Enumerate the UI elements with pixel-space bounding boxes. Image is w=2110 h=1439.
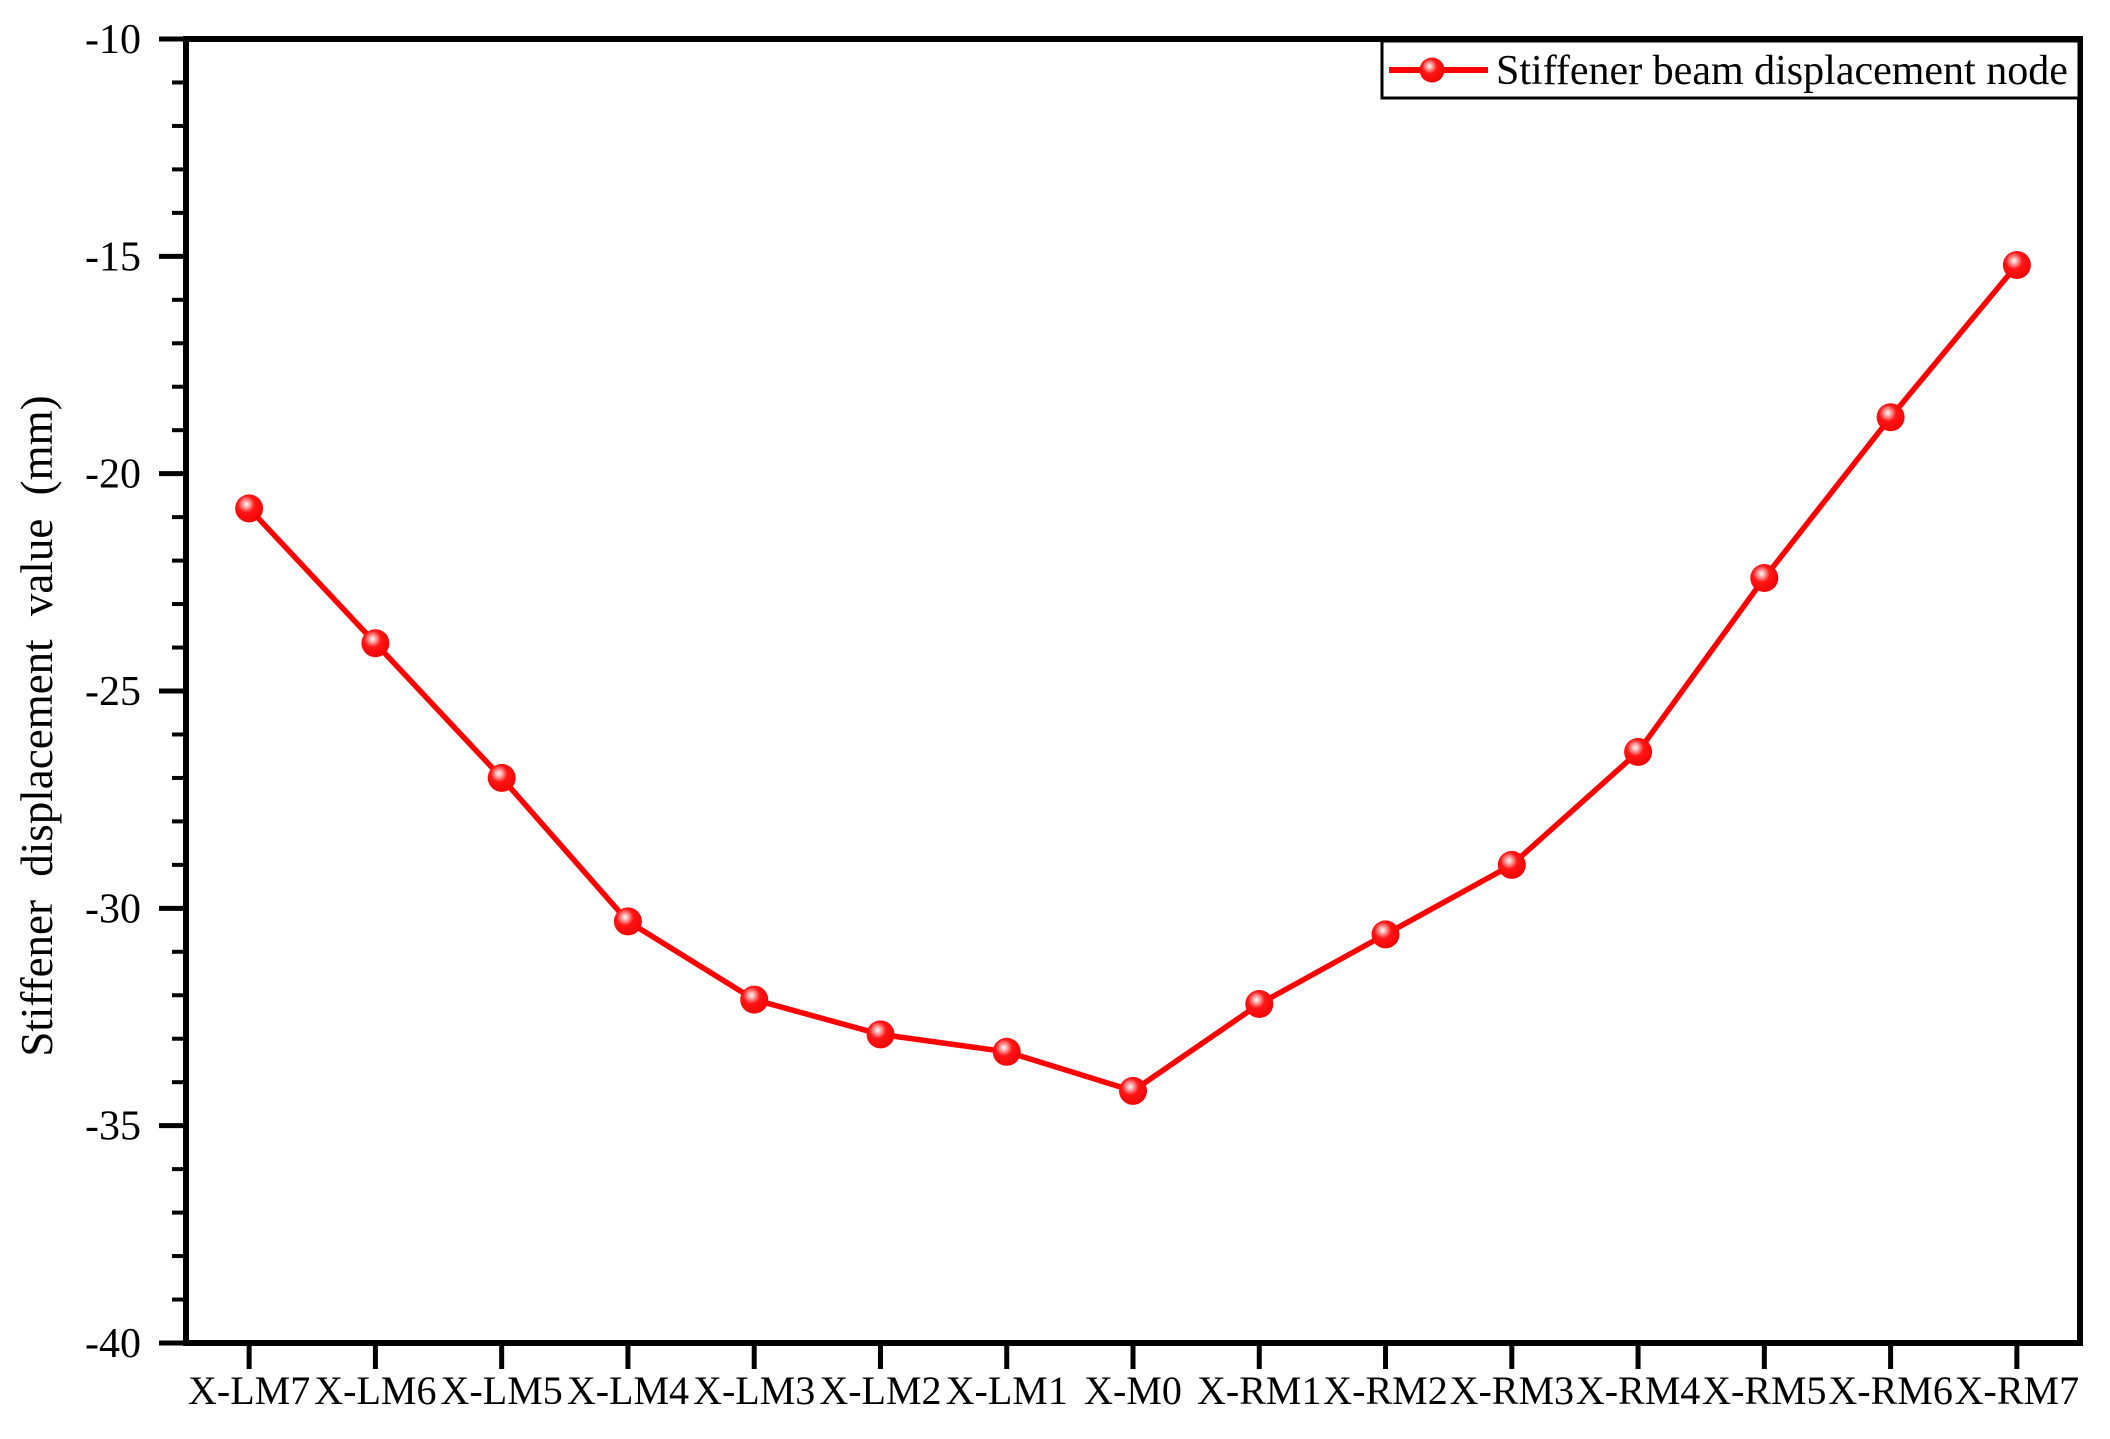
legend: Stiffener beam displacement node — [1380, 39, 2081, 100]
x-tick-label: X-RM5 — [1702, 1368, 1826, 1413]
data-point-marker — [740, 985, 769, 1014]
data-point-marker — [235, 494, 264, 523]
data-point-marker — [487, 763, 516, 792]
x-axis-tick-labels: X-LM7 X-LM6 X-LM5 X-LM4 X-LM3 X-LM2 X-LM1 X-M0 X… — [188, 1368, 2079, 1413]
data-point-marker — [866, 1020, 895, 1049]
data-point-marker — [1371, 920, 1400, 949]
data-point-marker — [1119, 1076, 1147, 1105]
data-point-marker — [613, 907, 642, 936]
y-tick-label: -25 — [85, 669, 141, 715]
data-point-marker — [361, 629, 390, 658]
y-tick-label: -10 — [85, 17, 141, 63]
y-tick-label: -20 — [85, 452, 141, 498]
x-tick-label: X-RM7 — [1955, 1368, 2079, 1413]
x-tick-label: X-LM1 — [946, 1368, 1068, 1413]
y-axis-title: Stiffener displacement value (mm) — [12, 395, 62, 1056]
data-point-marker — [1876, 403, 1905, 432]
legend-label: Stiffener beam displacement node — [1496, 48, 2068, 94]
data-point-marker — [1245, 990, 1274, 1018]
legend-ball-marker-icon — [1419, 57, 1445, 83]
data-point-marker — [2002, 251, 2031, 279]
plot-frame — [183, 36, 2083, 1346]
y-tick-label: -30 — [85, 886, 141, 932]
legend-box — [1380, 39, 2081, 100]
x-tick-label: X-LM4 — [567, 1368, 689, 1413]
x-tick-label: X-LM7 — [188, 1368, 310, 1413]
data-point-marker — [1750, 564, 1779, 592]
x-tick-label: X-M0 — [1084, 1368, 1182, 1413]
y-tick-label: -15 — [85, 234, 141, 280]
x-tick-label: X-RM2 — [1323, 1368, 1447, 1413]
x-tick-label: X-RM1 — [1197, 1368, 1321, 1413]
x-tick-label: X-RM4 — [1576, 1368, 1700, 1413]
data-series — [235, 251, 2031, 1105]
data-point-marker — [992, 1037, 1021, 1066]
x-tick-label: X-LM5 — [441, 1368, 563, 1413]
y-tick-label: -40 — [85, 1321, 141, 1367]
data-point-marker — [1497, 850, 1526, 879]
x-tick-label: X-RM6 — [1828, 1368, 1952, 1413]
data-series-line — [246, 262, 2020, 1094]
data-point-marker — [1624, 737, 1653, 766]
y-axis-tick-labels: -10 -15 -20 -25 -30 -35 -40 — [85, 17, 141, 1367]
x-tick-label: X-LM6 — [314, 1368, 436, 1413]
y-tick-label: -35 — [85, 1104, 141, 1150]
x-tick-label: X-RM3 — [1450, 1368, 1574, 1413]
y-axis-major-ticks — [159, 36, 186, 1346]
x-axis-ticks — [246, 1343, 2020, 1369]
x-tick-label: X-LM3 — [693, 1368, 815, 1413]
x-tick-label: X-LM2 — [819, 1368, 941, 1413]
